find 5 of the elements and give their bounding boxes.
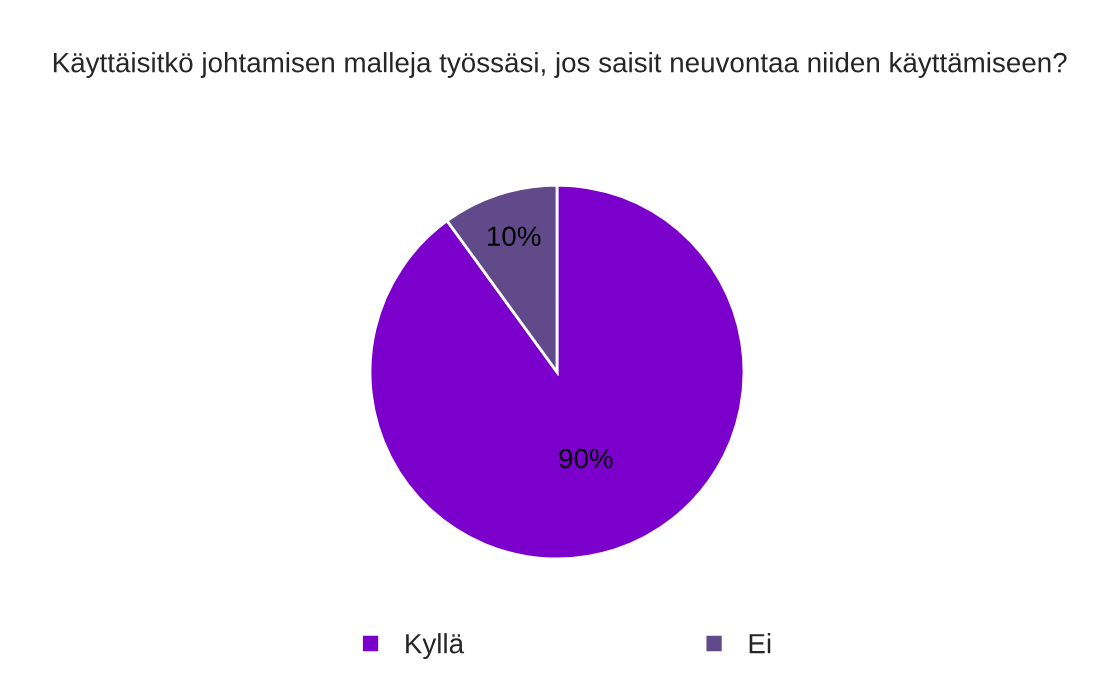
data-label: 10% bbox=[487, 226, 541, 247]
legend-label: Kyllä bbox=[406, 633, 465, 659]
chart-title: Käyttäisitkö johtamisen malleja työssäsi, jos saisit neuvontaa niiden käyttämiseen? bbox=[53, 52, 1067, 78]
data-label: 90% bbox=[559, 448, 613, 469]
legend-label: Ei bbox=[749, 633, 771, 654]
